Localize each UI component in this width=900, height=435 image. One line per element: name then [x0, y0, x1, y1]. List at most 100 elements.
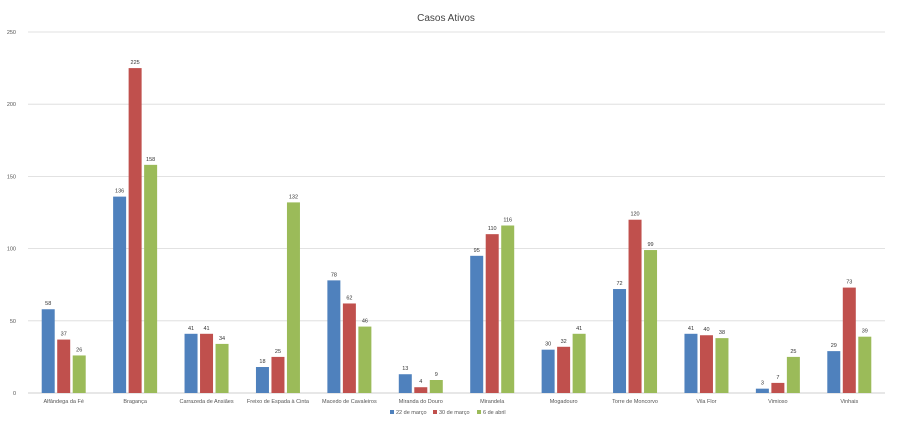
- data-label: 41: [188, 326, 194, 332]
- data-label: 58: [45, 301, 51, 307]
- y-tick-label: 150: [7, 174, 16, 180]
- legend-label: 6 de abril: [483, 410, 506, 416]
- legend: 22 de março 30 de março 6 de abril: [390, 410, 506, 416]
- bar: [57, 339, 71, 393]
- data-label: 132: [289, 194, 298, 200]
- bar: [715, 338, 729, 393]
- bar: [644, 250, 658, 393]
- data-label: 158: [146, 157, 155, 163]
- y-axis: 0 50 100 150 200 250: [7, 30, 16, 397]
- x-tick-label: Vimioso: [768, 399, 787, 405]
- data-label: 73: [846, 280, 852, 286]
- legend-label: 30 de março: [439, 410, 470, 416]
- y-tick-label: 50: [10, 319, 16, 325]
- x-tick-label: Vinhais: [840, 399, 858, 405]
- data-label: 41: [203, 326, 209, 332]
- data-label: 9: [435, 372, 438, 378]
- bar: [327, 280, 341, 393]
- data-label: 39: [862, 329, 868, 335]
- bar: [541, 349, 555, 393]
- bar: [858, 336, 872, 393]
- data-label: 18: [259, 359, 265, 365]
- y-tick-label: 250: [7, 30, 16, 36]
- y-tick-label: 100: [7, 247, 16, 253]
- x-tick-label: Mogadouro: [550, 399, 578, 405]
- x-tick-label: Vila Flor: [696, 399, 716, 405]
- data-label: 25: [790, 349, 796, 355]
- legend-swatch: [433, 410, 437, 414]
- x-tick-label: Macedo de Cavaleiros: [322, 399, 377, 405]
- data-label: 110: [488, 226, 497, 232]
- y-tick-label: 200: [7, 102, 16, 108]
- data-label: 225: [131, 60, 140, 66]
- x-tick-label: Alfândega da Fé: [44, 399, 84, 405]
- bar: [613, 289, 627, 393]
- bar: [41, 309, 55, 393]
- data-label: 3: [761, 381, 764, 387]
- bar: [501, 225, 515, 393]
- data-label: 99: [647, 242, 653, 248]
- x-tick-label: Carrazeda de Ansiães: [179, 399, 233, 405]
- bar: [842, 287, 856, 393]
- data-label: 30: [545, 342, 551, 348]
- chart-title: Casos Ativos: [417, 13, 475, 24]
- bar: [398, 374, 412, 393]
- bar: [271, 356, 285, 393]
- x-tick-label: Freixo de Espada à Cinta: [247, 399, 310, 405]
- x-tick-label: Mirandela: [480, 399, 505, 405]
- bar: [786, 356, 800, 393]
- bar: [286, 202, 300, 393]
- x-tick-label: Bragança: [123, 399, 147, 405]
- data-label: 13: [402, 366, 408, 372]
- bar: [113, 196, 127, 393]
- data-label: 29: [831, 343, 837, 349]
- data-label: 38: [719, 330, 725, 336]
- bar: [557, 346, 571, 393]
- y-tick-label: 0: [13, 391, 16, 397]
- data-label: 95: [474, 248, 480, 254]
- bar: [358, 326, 372, 393]
- bar: [184, 333, 198, 393]
- bar: [755, 388, 769, 393]
- gridlines: [28, 31, 885, 394]
- data-label: 40: [703, 327, 709, 333]
- data-label: 7: [776, 375, 779, 381]
- bar: [200, 333, 214, 393]
- bar: [470, 255, 484, 393]
- bar: [429, 380, 443, 393]
- bar: [699, 335, 713, 393]
- data-label: 37: [61, 332, 67, 338]
- legend-label: 22 de março: [396, 410, 427, 416]
- legend-swatch: [477, 410, 481, 414]
- data-label: 26: [76, 347, 82, 353]
- bar: [128, 68, 142, 393]
- data-label: 4: [419, 379, 422, 385]
- legend-swatch: [390, 410, 394, 414]
- data-label: 120: [630, 212, 639, 218]
- x-axis: Alfândega da Fé Bragança Carrazeda de Ansi…: [44, 399, 859, 405]
- x-tick-label: Torre de Moncorvo: [612, 399, 658, 405]
- bar: [255, 367, 269, 393]
- bar: [485, 234, 499, 393]
- bar: [215, 343, 229, 393]
- x-tick-label: Miranda do Douro: [399, 399, 443, 405]
- bars: [41, 68, 872, 393]
- data-label: 78: [331, 272, 337, 278]
- bar: [72, 355, 86, 393]
- data-label: 25: [275, 349, 281, 355]
- bar: [771, 382, 785, 393]
- bar: [572, 333, 586, 393]
- bar: [827, 351, 841, 393]
- data-label: 32: [561, 339, 567, 345]
- data-label: 136: [115, 189, 124, 195]
- data-label: 116: [503, 217, 512, 223]
- data-label: 41: [576, 326, 582, 332]
- data-label: 34: [219, 336, 225, 342]
- bar: [684, 333, 698, 393]
- data-label: 62: [346, 295, 352, 301]
- data-label: 46: [362, 319, 368, 325]
- bar: [414, 387, 428, 393]
- bar: [342, 303, 356, 393]
